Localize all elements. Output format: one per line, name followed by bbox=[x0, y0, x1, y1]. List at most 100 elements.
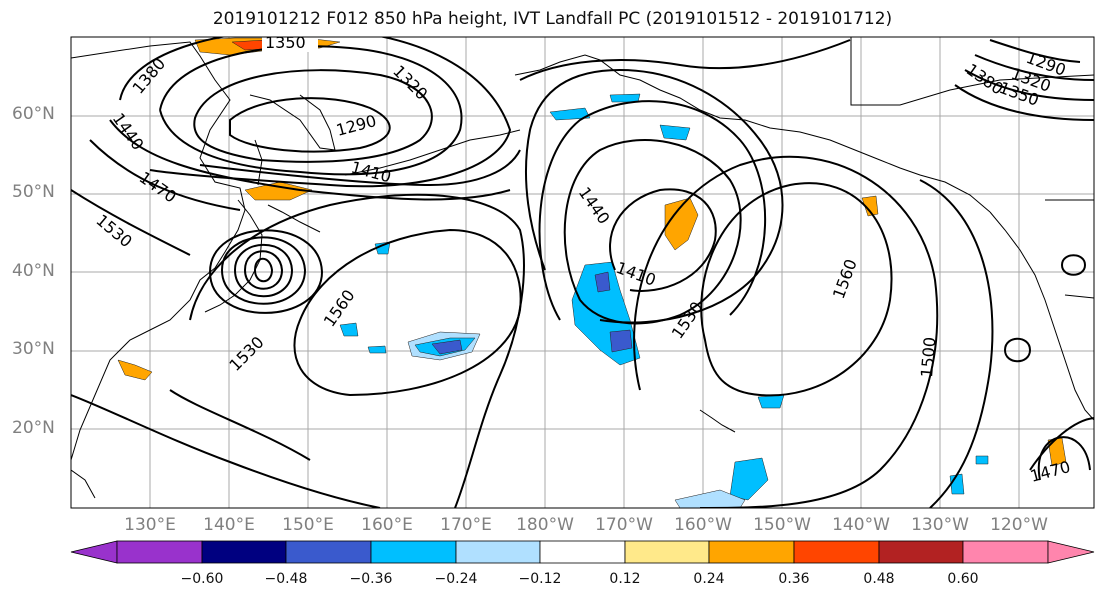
contour-1500-east bbox=[919, 179, 994, 508]
lon-tick-label: 170°E bbox=[440, 515, 492, 535]
colorbar-swatch bbox=[624, 540, 710, 564]
shade-blue-small3 bbox=[374, 241, 391, 255]
contour-label: 1380 bbox=[129, 54, 170, 97]
lon-tick-label: 150°E bbox=[282, 515, 334, 535]
shade-royal-central bbox=[609, 329, 633, 353]
contour-1530-central bbox=[525, 68, 784, 324]
lat-tick-label: 30°N bbox=[12, 339, 55, 359]
contour-aleutian-low-1380 bbox=[119, 37, 512, 188]
shade-blue-small1 bbox=[757, 394, 785, 409]
lat-tick-label: 60°N bbox=[12, 104, 55, 124]
shade-blue-small5 bbox=[367, 345, 387, 354]
lon-tick-label: 120°W bbox=[990, 515, 1048, 535]
colorbar-swatch bbox=[201, 540, 287, 564]
shade-blue-south bbox=[674, 489, 746, 508]
contour-ne-1380 bbox=[954, 84, 1094, 121]
colorbar-tick-label: −0.36 bbox=[349, 571, 393, 587]
contour-ne-1290 bbox=[989, 39, 1081, 63]
colorbar-swatch bbox=[116, 540, 203, 564]
contour-aleutian-low-1290 bbox=[229, 97, 391, 153]
colorbar-swatch bbox=[455, 540, 541, 564]
coast-kamchatka bbox=[249, 94, 336, 151]
colorbar-tick-label: 0.24 bbox=[693, 571, 725, 587]
coast-philippines bbox=[71, 469, 96, 499]
lon-tick-label: 140°E bbox=[203, 515, 255, 535]
colorbar-swatch bbox=[708, 540, 795, 564]
contour-1530-west bbox=[71, 189, 191, 256]
lat-tick-label: 20°N bbox=[12, 418, 55, 438]
colorbar-tick-label: −0.48 bbox=[264, 571, 308, 587]
colorbar-extend-right bbox=[1047, 540, 1095, 564]
contour-japan-low-5 bbox=[208, 229, 324, 314]
lat-tick-label: 40°N bbox=[12, 261, 55, 281]
lon-tick-label: 170°W bbox=[595, 515, 653, 535]
lon-tick-label: 180°W bbox=[516, 515, 574, 535]
contour-ne-1350 bbox=[964, 69, 1094, 101]
contour-small-loop-se bbox=[1003, 337, 1032, 363]
contour-ne-1320 bbox=[974, 54, 1094, 81]
contour-1500-south bbox=[71, 394, 381, 508]
colorbar-tick-label: 0.60 bbox=[947, 571, 979, 587]
shade-royal-midpacific bbox=[431, 339, 463, 355]
contour-japan-low-4 bbox=[220, 236, 307, 305]
contour-label: 1350 bbox=[265, 33, 306, 52]
colorbar-tick-label: 0.48 bbox=[863, 571, 895, 587]
shade-blue-hawaii-east bbox=[729, 457, 769, 501]
lon-tick-label: 150°W bbox=[753, 515, 811, 535]
hawaii bbox=[699, 409, 736, 433]
contour-label: 1560 bbox=[829, 257, 861, 302]
contour-gulf-1470 bbox=[538, 100, 767, 321]
colorbar-tick-label: 0.36 bbox=[778, 571, 810, 587]
colorbar-tick-label: −0.12 bbox=[518, 571, 562, 587]
shade-orange-japan-sea bbox=[244, 181, 313, 201]
lon-tick-label: 140°W bbox=[832, 515, 890, 535]
lon-tick-label: 130°W bbox=[911, 515, 969, 535]
contour-japan-low-2 bbox=[243, 250, 284, 290]
contour-aleutian-low-1350 bbox=[159, 45, 463, 176]
map-title: 2019101212 F012 850 hPa height, IVT Land… bbox=[212, 9, 893, 29]
colorbar bbox=[70, 540, 1095, 564]
map-frame bbox=[70, 36, 1095, 509]
contour-label: 1290 bbox=[334, 111, 378, 140]
coast-alaska bbox=[514, 54, 991, 213]
ivt-shading bbox=[117, 37, 1067, 508]
gridlines bbox=[71, 37, 1094, 508]
contour-label: 1410 bbox=[614, 258, 659, 290]
contour-japan-low-1 bbox=[253, 257, 274, 283]
contour-labels: 1350 1380 1320 1290 1440 1410 1470 1530 … bbox=[92, 33, 1072, 486]
contour-1530-east bbox=[633, 155, 939, 508]
colorbar-tick-label: −0.24 bbox=[434, 571, 478, 587]
colorbar-tick-label: 0.12 bbox=[609, 571, 641, 587]
coast-canada-north bbox=[850, 37, 1094, 106]
shade-blue-alaska1 bbox=[549, 107, 591, 121]
contour-label: 1440 bbox=[575, 183, 614, 227]
contour-north-ak bbox=[519, 39, 851, 81]
colorbar-swatch bbox=[878, 540, 964, 564]
contour-label: 1500 bbox=[917, 336, 939, 378]
coast-north-america bbox=[989, 211, 1094, 421]
colorbar-swatch bbox=[285, 540, 372, 564]
contour-label: 1530 bbox=[225, 333, 267, 375]
lon-tick-label: 160°W bbox=[674, 515, 732, 535]
contour-1410-west bbox=[199, 149, 521, 187]
contour-1560-w bbox=[293, 228, 522, 397]
contour-1470-west bbox=[89, 139, 241, 211]
coast-aleutians bbox=[344, 129, 521, 176]
lat-tick-label: 50°N bbox=[12, 182, 55, 202]
contour-gulf-1410 bbox=[609, 188, 717, 292]
height-contours bbox=[71, 37, 1094, 508]
coastlines bbox=[71, 37, 1094, 499]
shade-blue-alaska3 bbox=[659, 124, 691, 141]
colorbar-swatch bbox=[793, 540, 880, 564]
contour-aleutian-low-1320 bbox=[193, 69, 433, 163]
shade-orange-east bbox=[861, 195, 879, 217]
contour-1560-east bbox=[700, 182, 893, 397]
shade-blue-small6 bbox=[975, 455, 989, 465]
colorbar-swatch bbox=[370, 540, 457, 564]
contour-1530-south bbox=[169, 389, 311, 461]
contour-1530-sw bbox=[189, 193, 525, 508]
coast-asia-russia bbox=[71, 41, 246, 461]
shade-orange-west bbox=[117, 359, 153, 381]
contour-label: 1470 bbox=[1028, 457, 1072, 486]
